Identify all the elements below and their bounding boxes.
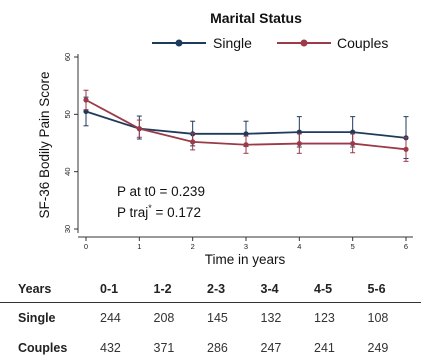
table-cell: 371 — [154, 333, 208, 363]
legend-label-couples: Couples — [337, 35, 388, 51]
table-cell: 208 — [154, 303, 208, 334]
x-tick-label: 2 — [191, 242, 195, 251]
table-cell: 432 — [100, 333, 154, 363]
annotation-p-t0: P at t0 = 0.239 — [117, 184, 205, 199]
table-header-cell: 4-5 — [314, 276, 368, 303]
table-cell: 241 — [314, 333, 368, 363]
x-tick-label: 5 — [351, 242, 355, 251]
series-layer — [83, 90, 408, 161]
table-cell: 123 — [314, 303, 368, 334]
y-axis-label: SF-36 Bodily Pain Score — [37, 71, 52, 218]
y-ticks: 30 40 50 60 — [63, 53, 78, 233]
annotation-p-traj-value: = 0.172 — [152, 205, 201, 220]
legend-marker-single — [176, 40, 183, 47]
table-header-cell: 1-2 — [154, 276, 208, 303]
table-header-cell: 0-1 — [100, 276, 154, 303]
x-ticks: 0 1 2 3 4 5 6 — [84, 237, 408, 251]
chart-title: Marital Status — [210, 10, 302, 26]
annotation-p-traj: P traj* = 0.172 — [117, 203, 201, 220]
y-tick-label: 30 — [63, 225, 72, 233]
table-row-couples: Couples 432 371 286 247 241 249 — [0, 333, 421, 363]
table-header-years: Years — [0, 276, 100, 303]
table-row-label: Single — [0, 303, 100, 334]
data-point-couples — [350, 141, 355, 146]
x-tick-label: 4 — [297, 242, 301, 251]
data-point-couples — [83, 97, 88, 102]
data-point-couples — [190, 139, 195, 144]
table-cell: 247 — [261, 333, 315, 363]
data-point-couples — [403, 147, 408, 152]
table-cell: 145 — [207, 303, 261, 334]
table-header-cell: 5-6 — [368, 276, 421, 303]
table-cell: 249 — [368, 333, 421, 363]
y-tick-label: 40 — [63, 167, 72, 175]
table-header-cell: 3-4 — [261, 276, 315, 303]
table-cell: 244 — [100, 303, 154, 334]
table-header-row: Years 0-1 1-2 2-3 3-4 4-5 5-6 — [0, 276, 421, 303]
x-tick-label: 1 — [137, 242, 141, 251]
legend-marker-couples — [301, 40, 308, 47]
data-point-couples — [137, 126, 142, 131]
table-row-label: Couples — [0, 333, 100, 363]
x-tick-label: 3 — [244, 242, 248, 251]
table-cell: 108 — [368, 303, 421, 334]
data-point-couples — [297, 141, 302, 146]
y-tick-label: 50 — [63, 110, 72, 118]
table-header-cell: 2-3 — [207, 276, 261, 303]
annotation-p-traj-label: P traj — [117, 205, 148, 220]
x-tick-label: 6 — [404, 242, 408, 251]
legend: Single Couples — [152, 35, 388, 51]
data-point-couples — [243, 142, 248, 147]
x-axis-label: Time in years — [205, 252, 286, 267]
x-tick-label: 0 — [84, 242, 88, 251]
legend-label-single: Single — [213, 35, 252, 51]
numbers-at-risk-table: Years 0-1 1-2 2-3 3-4 4-5 5-6 Single 244… — [0, 276, 421, 363]
table-row-single: Single 244 208 145 132 123 108 — [0, 303, 421, 334]
table-cell: 286 — [207, 333, 261, 363]
y-tick-label: 60 — [63, 53, 72, 61]
table-cell: 132 — [261, 303, 315, 334]
